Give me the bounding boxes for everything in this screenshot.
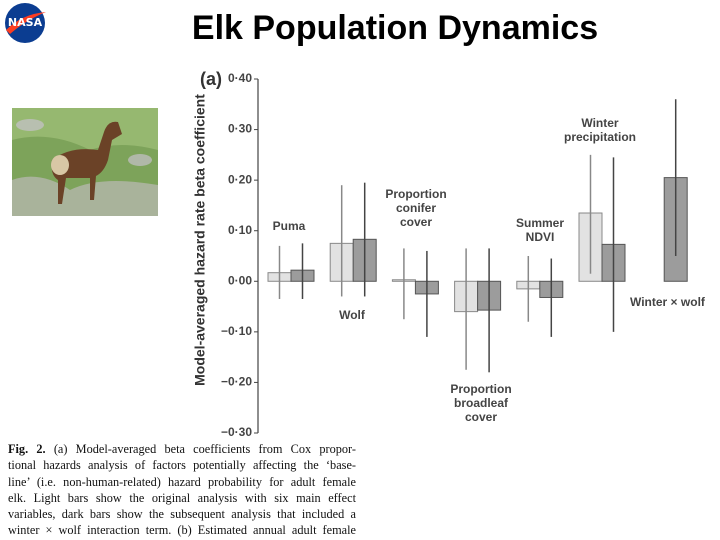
caption-text: (a) Model-averaged beta coefficients fro… [53,442,356,456]
photo-hill [12,108,158,150]
photo-elk-rump [51,155,69,175]
logo-text: NASA [8,16,43,29]
photo-rock [128,154,152,166]
caption-line: elk. Light bars show the original analys… [8,490,356,505]
category-label: Winter × wolf [630,295,706,309]
y-tick-label: −0·30 [221,425,252,439]
category-label: cover [400,215,432,229]
photo-sage [12,176,158,216]
logo-swoosh [6,12,46,34]
y-tick-label: 0·20 [228,172,252,186]
caption-line: winter × wolf interaction term. (b) Esti… [8,523,356,538]
category-label: Proportion [450,382,511,396]
logo-disc [5,3,45,43]
category-label: precipitation [564,130,636,144]
category-label: conifer [396,201,436,215]
category-label: broadleaf [454,396,509,410]
y-axis-label: Model-averaged hazard rate beta coeffici… [192,94,208,386]
category-label: Summer [516,216,564,230]
photo-rock [16,119,44,131]
caption: Fig. 2. (a) Model-averaged beta coeffici… [8,441,356,539]
caption-line: Fig. 2. (a) Model-averaged beta coeffici… [8,441,356,457]
category-label: Winter [581,116,619,130]
slide-title: Elk Population Dynamics [192,9,598,47]
nasa-logo: NASA [5,3,46,43]
y-tick-label: 0·30 [228,122,252,136]
photo-elk [51,121,122,204]
category-label: Puma [273,219,306,233]
category-label: cover [465,410,497,424]
elk-photo [12,108,158,216]
category-label: Wolf [339,308,366,322]
y-tick-label: −0·20 [221,375,252,389]
panel-label: (a) [200,69,222,89]
category-label: NDVI [526,230,555,244]
y-tick-label: −0·10 [221,324,252,338]
caption-line: tional hazards analysis of factors poten… [8,458,356,473]
y-tick-label: 0·00 [228,273,252,287]
y-tick-label: 0·10 [228,223,252,237]
caption-label: Fig. 2. [8,442,46,456]
caption-line: variables, dark bars show the subsequent… [8,507,356,522]
y-tick-label: 0·40 [228,71,252,85]
caption-line: line’ (i.e. non-human-related) hazard pr… [8,474,356,489]
category-label: Proportion [385,187,446,201]
